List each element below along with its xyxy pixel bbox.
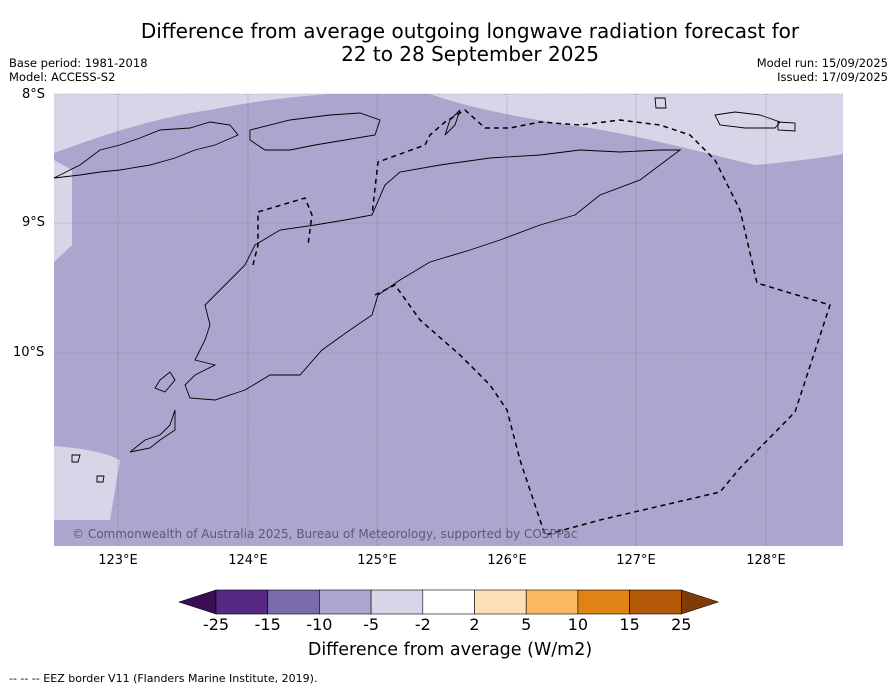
colorbar-swatch [525,589,579,615]
model-name: Model: ACCESS-S2 [9,70,116,84]
issued-date: Issued: 17/09/2025 [777,70,888,84]
colorbar-tick-label: -5 [363,615,380,634]
eez-border-east [371,109,831,536]
light-region-west [54,160,72,262]
colorbar-tick-label: 5 [521,615,532,634]
colorbar-tick-label: -2 [414,615,431,634]
lon-label-127: 127°E [616,553,656,568]
coastline-rote [129,409,176,453]
lon-label-126: 126°E [487,553,527,568]
copyright-notice: © Commonwealth of Australia 2025, Bureau… [72,527,578,541]
eez-borders [252,109,831,536]
colorbar [178,589,720,615]
colorbar-tick-label: 25 [671,615,692,634]
coastline-small-island-1 [654,97,667,109]
colorbar-tick-label: -15 [254,615,281,634]
coastlines [53,97,796,483]
eez-border-oecusse [252,197,313,266]
title-line-2: 22 to 28 September 2025 [341,42,599,66]
colorbar-swatch [474,589,527,615]
colorbar-swatch [319,589,372,615]
lat-label-10: 10°S [13,345,45,360]
colorbar-tick-label: 15 [619,615,640,634]
lon-label-123: 123°E [98,553,138,568]
eez-footnote: -- -- -- EEZ border V11 (Flanders Marine… [9,672,318,685]
coastline-savu [71,454,105,483]
colorbar-swatch [370,589,424,615]
lon-label-125: 125°E [357,553,397,568]
colorbar-label: Difference from average (W/m2) [307,640,593,660]
base-period: Base period: 1981-2018 [9,56,148,70]
colorbar-tick-label: 2 [469,615,480,634]
colorbar-swatch [215,589,269,615]
coastline-timor [184,149,682,401]
colorbar-tick-label: -10 [306,615,333,634]
map-area [54,94,843,546]
lat-label-8: 8°S [22,87,46,102]
colorbar-tick-label: -25 [202,615,230,634]
colorbar-swatch [629,589,682,615]
lat-label-9: 9°S [22,215,46,230]
colorbar-extend-low [178,589,217,615]
colorbar-swatch [577,589,630,615]
lon-label-124: 124°E [228,553,268,568]
colorbar-tick-label: 10 [567,615,589,634]
colorbar-extend-high [681,589,720,615]
model-run: Model run: 15/09/2025 [756,56,888,70]
colorbar-swatch [422,589,475,615]
coastline-semau [154,371,176,393]
light-region-southwest [54,446,120,520]
title-line-1: Difference from average outgoing longwav… [140,19,800,43]
light-region-north [54,94,330,153]
coastline-small-islands-east [714,111,796,132]
coastline-flores [53,121,239,179]
gridlines [54,93,843,546]
coastline-alor [249,112,381,151]
meta-right: Model run: 15/09/2025 Issued: 17/09/2025 [757,56,888,84]
lon-label-128: 128°E [746,553,786,568]
meta-left: Base period: 1981-2018 Model: ACCESS-S2 [9,56,148,84]
light-region-northeast [430,94,843,165]
colorbar-swatch [267,589,320,615]
map-title: Difference from average outgoing longwav… [90,20,850,66]
